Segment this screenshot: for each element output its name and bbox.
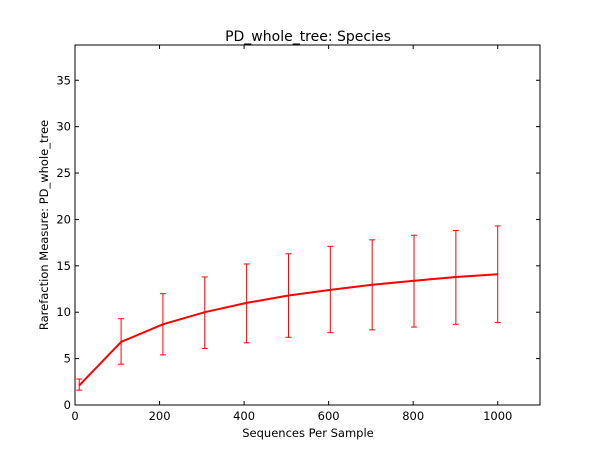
y-tick-label: 35 (56, 73, 71, 87)
x-tick-label: 0 (71, 409, 78, 423)
y-axis-label: Rarefaction Measure: PD_whole_tree (37, 120, 51, 330)
plot-frame (74, 44, 541, 406)
series-line (78, 273, 498, 387)
x-tick-label: 1000 (483, 409, 512, 423)
y-tick-label: 10 (56, 305, 71, 319)
x-axis-label: Sequences Per Sample (242, 426, 373, 440)
x-tick-label: 400 (233, 409, 255, 423)
y-tick-label: 0 (64, 398, 71, 412)
x-tick-label: 200 (149, 409, 171, 423)
y-tick-label: 15 (56, 259, 71, 273)
ticks-layer: 0 200 400 600 800 1000 0 5 10 15 20 25 30 35 (56, 45, 540, 423)
y-tick-label: 20 (56, 212, 71, 226)
errorbar-layer (76, 225, 501, 391)
y-tick-label: 5 (64, 352, 71, 366)
y-tick-label: 25 (56, 166, 71, 180)
y-tick-label: 30 (56, 120, 71, 134)
x-tick-label: 600 (318, 409, 340, 423)
line-layer (78, 273, 498, 387)
chart-title: PD_whole_tree: Species (225, 29, 391, 45)
x-tick-label: 800 (402, 409, 424, 423)
